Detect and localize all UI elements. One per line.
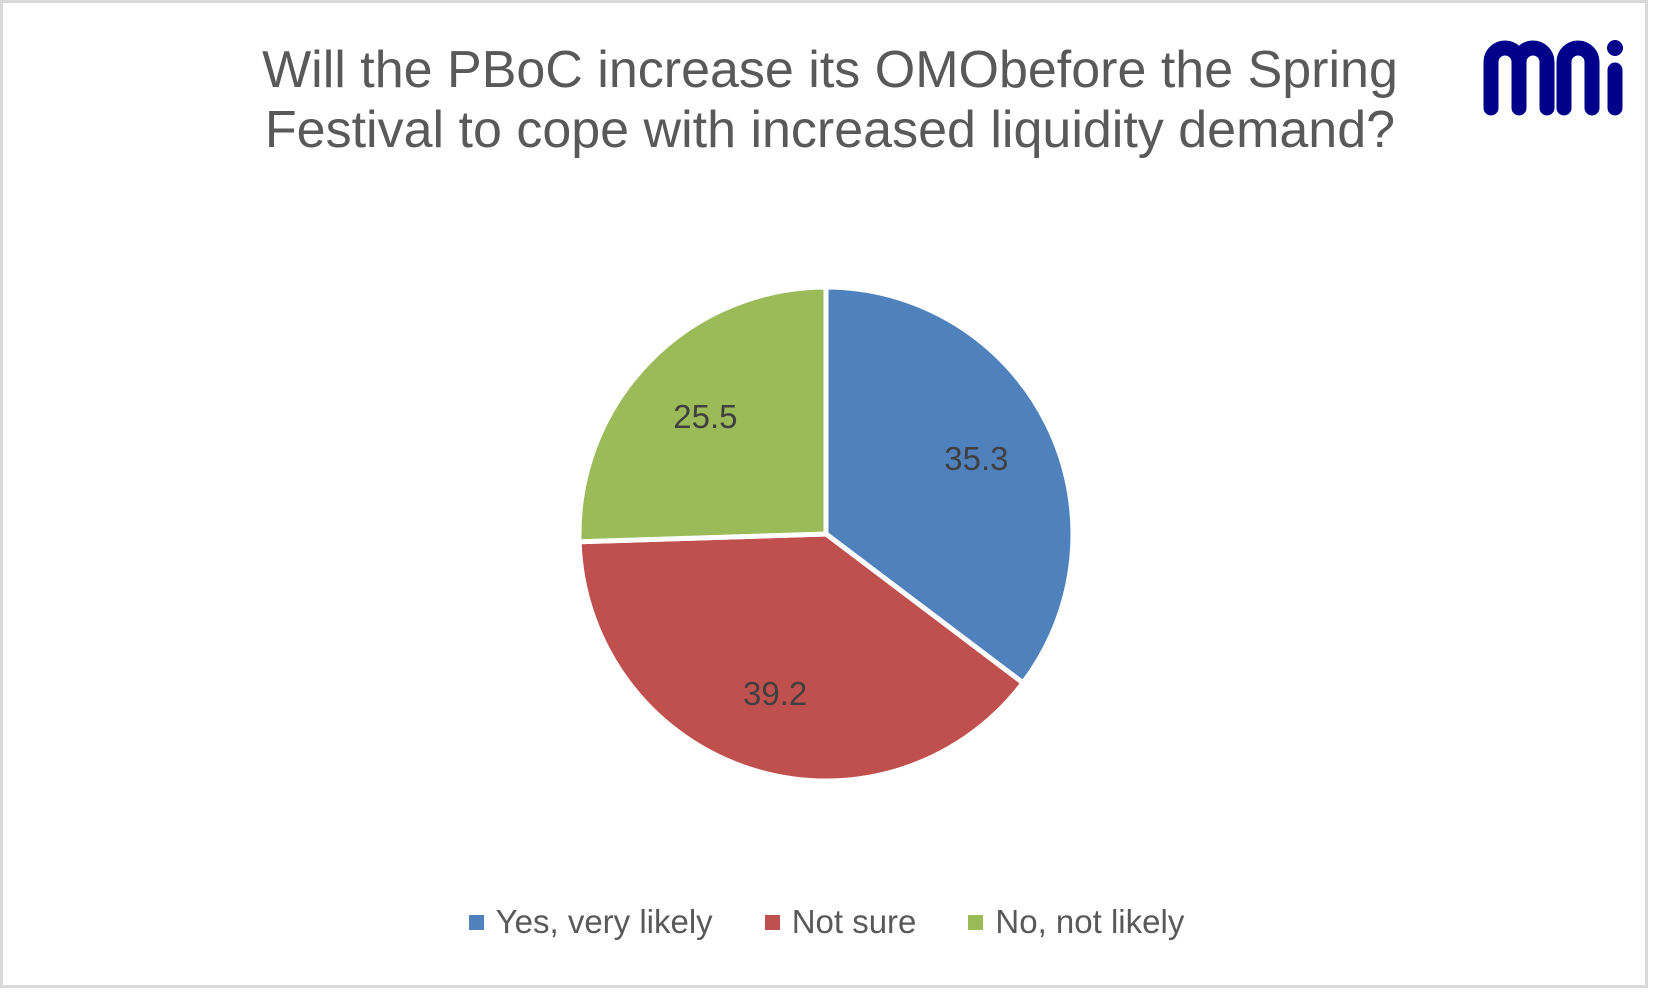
chart-title-line-1: Will the PBoC increase its OMObefore the… (262, 41, 1398, 99)
data-label-no: 25.5 (673, 398, 738, 436)
pie-slice-not-sure (576, 531, 1026, 784)
chart-title: Will the PBoC increase its OMObefore the… (150, 40, 1510, 160)
legend-label: Not sure (791, 903, 917, 940)
legend-swatch-green (968, 914, 984, 930)
data-label-yes: 35.3 (944, 440, 1009, 478)
legend-item-yes: Yes, very likely (468, 902, 713, 942)
legend-item-no: No, not likely (968, 902, 1184, 942)
legend-label: Yes, very likely (495, 903, 713, 940)
pie-slice-no (576, 284, 829, 545)
data-label-not-sure: 39.2 (742, 675, 808, 713)
legend-swatch-blue (468, 914, 484, 930)
legend-swatch-red (764, 914, 780, 930)
pie-slice-yes (823, 284, 1076, 686)
chart-title-line-2: Festival to cope with increased liquidit… (264, 101, 1396, 159)
legend-label: No, not likely (995, 903, 1185, 940)
legend: Yes, very likely Not sure No, not likely (0, 902, 1653, 942)
mni-logo (1483, 40, 1623, 116)
legend-item-not-sure: Not sure (764, 902, 917, 942)
